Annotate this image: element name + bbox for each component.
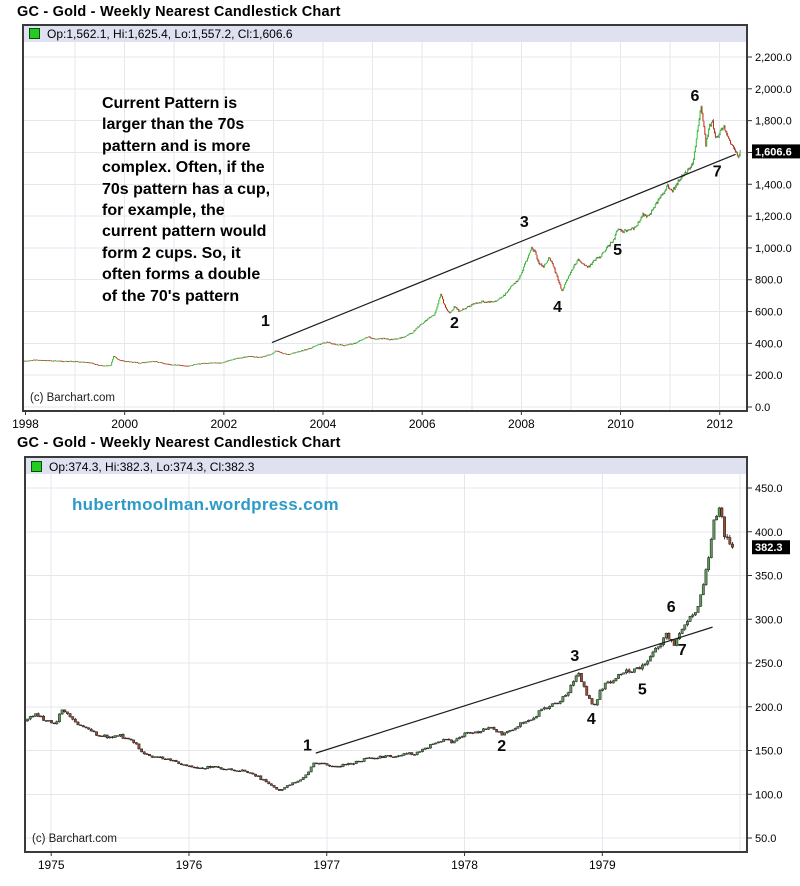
plot-background bbox=[23, 25, 747, 411]
svg-text:2: 2 bbox=[450, 315, 459, 332]
trendline bbox=[271, 153, 736, 344]
svg-text:2002: 2002 bbox=[210, 417, 237, 431]
chart1-canvas: 1 2 3 4 5 6 7 0.0 200.0 400.0 600.0 800.0 1,000.0 1,2… bbox=[12, 24, 800, 431]
svg-text:1976: 1976 bbox=[176, 858, 203, 872]
svg-text:800.0: 800.0 bbox=[755, 275, 783, 287]
plot-frame bbox=[24, 456, 748, 853]
svg-text:200.0: 200.0 bbox=[755, 370, 783, 382]
svg-text:1978: 1978 bbox=[451, 858, 478, 872]
svg-text:3: 3 bbox=[520, 214, 529, 231]
svg-text:1979: 1979 bbox=[589, 858, 616, 872]
svg-text:100.0: 100.0 bbox=[755, 789, 783, 801]
x-axis-labels: 1975 1976 1977 1978 1979 bbox=[38, 852, 616, 872]
svg-text:150.0: 150.0 bbox=[755, 746, 783, 758]
trendline bbox=[315, 626, 713, 754]
svg-text:6: 6 bbox=[690, 88, 699, 105]
series-marker-icon bbox=[31, 461, 42, 472]
wave-labels: 1 2 3 4 5 6 7 bbox=[261, 88, 722, 332]
svg-text:2: 2 bbox=[497, 738, 506, 755]
svg-text:2008: 2008 bbox=[508, 417, 535, 431]
svg-text:2012: 2012 bbox=[706, 417, 733, 431]
svg-text:1998: 1998 bbox=[12, 417, 39, 431]
chart1-ohlc-readout: Op:1,562.1, Hi:1,625.4, Lo:1,557.2, Cl:1… bbox=[47, 26, 293, 41]
svg-text:300.0: 300.0 bbox=[755, 614, 783, 626]
svg-text:1,800.0: 1,800.0 bbox=[755, 116, 792, 128]
plot-background bbox=[25, 457, 747, 852]
gridlines bbox=[24, 42, 746, 410]
chart1-copyright: (c) Barchart.com bbox=[30, 392, 115, 404]
svg-text:2004: 2004 bbox=[310, 417, 337, 431]
chart1-legend: Op:1,562.1, Hi:1,625.4, Lo:1,557.2, Cl:1… bbox=[29, 26, 293, 41]
candlestick-series bbox=[24, 105, 741, 367]
svg-text:2,000.0: 2,000.0 bbox=[755, 84, 792, 96]
svg-text:5: 5 bbox=[613, 242, 622, 259]
svg-text:382.3: 382.3 bbox=[755, 542, 783, 554]
svg-text:400.0: 400.0 bbox=[755, 338, 783, 350]
svg-text:1,000.0: 1,000.0 bbox=[755, 243, 792, 255]
svg-text:4: 4 bbox=[587, 711, 596, 728]
plot-frame bbox=[22, 24, 748, 412]
chart2-ohlc-readout: Op:374.3, Hi:382.3, Lo:374.3, Cl:382.3 bbox=[49, 459, 255, 474]
x-axis-labels: 1998 2000 2002 2004 2006 2008 2010 2012 bbox=[12, 411, 733, 431]
chart2-title: GC - Gold - Weekly Nearest Candlestick C… bbox=[17, 435, 341, 451]
svg-text:2,200.0: 2,200.0 bbox=[755, 52, 792, 64]
chart2-copyright: (c) Barchart.com bbox=[32, 833, 117, 845]
y-axis-labels: 50.0 100.0 150.0 200.0 250.0 300.0 350.0 400.0 4… bbox=[747, 483, 783, 845]
svg-text:1,606.6: 1,606.6 bbox=[755, 146, 792, 158]
legend-bar bbox=[24, 26, 746, 42]
chart1-annotation: Current Pattern is larger than the 70s p… bbox=[102, 95, 271, 305]
svg-text:2010: 2010 bbox=[607, 417, 634, 431]
svg-text:1977: 1977 bbox=[313, 858, 340, 872]
svg-text:7: 7 bbox=[713, 164, 722, 181]
svg-text:600.0: 600.0 bbox=[755, 307, 783, 319]
svg-text:50.0: 50.0 bbox=[755, 833, 776, 845]
svg-text:1975: 1975 bbox=[38, 858, 65, 872]
svg-text:1,200.0: 1,200.0 bbox=[755, 211, 792, 223]
svg-text:450.0: 450.0 bbox=[755, 483, 783, 495]
last-price-tag: 1,606.6 bbox=[752, 144, 800, 159]
candlestick-series bbox=[26, 506, 734, 792]
watermark-url: hubertmoolman.wordpress.com bbox=[72, 495, 339, 514]
legend-bar bbox=[26, 458, 746, 474]
svg-text:1: 1 bbox=[261, 313, 270, 330]
svg-text:6: 6 bbox=[667, 599, 676, 616]
chart1-title: GC - Gold - Weekly Nearest Candlestick C… bbox=[17, 4, 341, 20]
svg-text:400.0: 400.0 bbox=[755, 527, 783, 539]
wave-labels: 1 2 3 4 5 6 7 bbox=[303, 599, 687, 755]
svg-text:2000: 2000 bbox=[111, 417, 138, 431]
svg-text:3: 3 bbox=[570, 648, 579, 665]
svg-text:1,400.0: 1,400.0 bbox=[755, 179, 792, 191]
svg-text:250.0: 250.0 bbox=[755, 658, 783, 670]
series-marker-icon bbox=[29, 28, 40, 39]
svg-text:2006: 2006 bbox=[409, 417, 436, 431]
svg-text:1: 1 bbox=[303, 737, 312, 754]
svg-text:0.0: 0.0 bbox=[755, 402, 770, 414]
svg-text:7: 7 bbox=[678, 642, 687, 659]
chart2-legend: Op:374.3, Hi:382.3, Lo:374.3, Cl:382.3 bbox=[31, 459, 255, 474]
svg-text:5: 5 bbox=[638, 681, 647, 698]
svg-text:200.0: 200.0 bbox=[755, 702, 783, 714]
svg-text:4: 4 bbox=[553, 299, 562, 316]
last-price-tag: 382.3 bbox=[752, 540, 790, 555]
svg-text:350.0: 350.0 bbox=[755, 571, 783, 583]
y-axis-labels: 0.0 200.0 400.0 600.0 800.0 1,000.0 1,200.0 1,4… bbox=[747, 52, 792, 414]
chart2-canvas: 1 2 3 4 5 6 7 50.0 100.0 150.0 200.0 250.0 300.0 350.… bbox=[24, 456, 790, 872]
